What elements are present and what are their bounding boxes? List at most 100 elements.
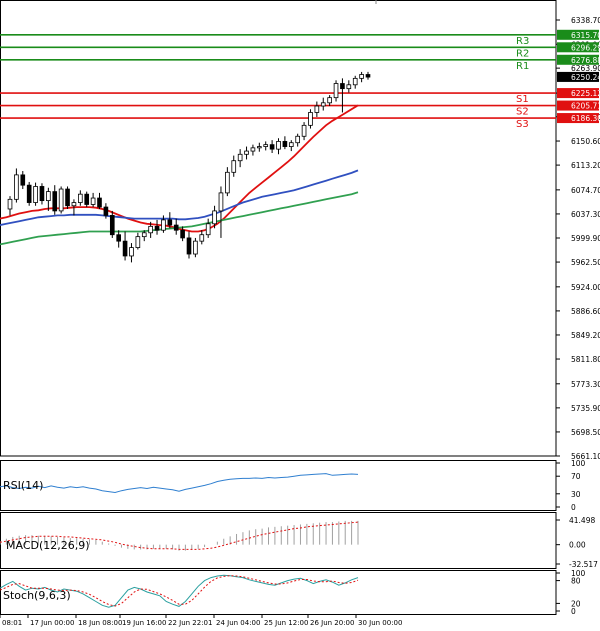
candle-bullish bbox=[212, 210, 217, 225]
price-axis-label: 6338.70 bbox=[571, 16, 600, 25]
macd-pane-frame bbox=[0, 512, 557, 569]
level-price-tag-bg bbox=[557, 54, 599, 65]
rsi-axis-label: 70 bbox=[571, 472, 581, 481]
price-axis-label: 5698.50 bbox=[571, 428, 600, 437]
candle-bearish bbox=[109, 215, 115, 236]
candle-bullish bbox=[225, 171, 230, 194]
candle-bullish bbox=[250, 147, 256, 152]
candle-bearish bbox=[180, 229, 185, 239]
candle-bearish bbox=[97, 197, 102, 208]
macd-signal-line bbox=[0, 521, 359, 550]
candle-bullish bbox=[301, 124, 307, 137]
level-name-s2: S2 bbox=[516, 107, 529, 118]
time-axis-label: 18 Jun 08:00 bbox=[78, 619, 122, 627]
price-axis-label: 6150.60 bbox=[571, 137, 600, 146]
macd-label: MACD(12,26,9) bbox=[6, 539, 90, 552]
time-axis: 08:01 17 Jun 00:00 18 Jun 08:00 19 Jun 16:0… bbox=[0, 614, 402, 627]
level-price-tag-r3: 6315.70 bbox=[571, 31, 600, 40]
time-axis-label: 22 Jun 22:01 bbox=[168, 619, 212, 627]
price-axis-label: 5999.90 bbox=[571, 234, 600, 243]
macd-axis-label: 0.00 bbox=[569, 541, 586, 550]
candle-bearish bbox=[340, 83, 345, 90]
macd-axis-label: 41.498 bbox=[569, 516, 595, 525]
macd-pane[interactable]: 41.498 0.00 -32.517 MACD(12,26,9) bbox=[0, 512, 598, 570]
level-price-tag-bg bbox=[557, 113, 599, 124]
candle-bullish bbox=[288, 142, 294, 147]
time-axis-label: 17 Jun 00:00 bbox=[30, 619, 74, 627]
rsi-pane[interactable]: 100 70 30 0 RSI(14) bbox=[0, 459, 586, 512]
candle-bearish bbox=[116, 234, 121, 242]
candle-bearish bbox=[269, 144, 275, 150]
ma-line-ma-slow bbox=[0, 191, 359, 246]
candle-bullish bbox=[129, 247, 134, 257]
candle-bearish bbox=[365, 74, 371, 78]
candle-bullish bbox=[308, 112, 313, 126]
stoch-d-line bbox=[0, 575, 359, 607]
price-axis-label: 5661.10 bbox=[571, 452, 600, 461]
stoch-axis-label: 80 bbox=[571, 577, 581, 586]
price-axis-label: 5735.90 bbox=[571, 404, 600, 413]
level-price-tag-r2: 6296.29 bbox=[571, 43, 600, 52]
candle-bearish bbox=[173, 224, 179, 231]
stoch-pane-frame bbox=[0, 570, 557, 615]
candle-bullish bbox=[205, 223, 211, 236]
candle-bullish bbox=[148, 225, 153, 234]
candle-bullish bbox=[359, 74, 364, 79]
candle-bearish bbox=[167, 219, 173, 226]
candle-bearish bbox=[20, 174, 26, 186]
price-axis-label: 6263.90 bbox=[571, 64, 600, 73]
candle-bullish bbox=[90, 197, 96, 205]
main-pane-frame bbox=[0, 0, 557, 457]
candle-bearish bbox=[103, 206, 109, 216]
rsi-axis-label: 30 bbox=[571, 490, 581, 499]
candle-bearish bbox=[65, 188, 70, 207]
time-axis-label: 19 Jun 16:00 bbox=[122, 619, 166, 627]
stoch-label: Stoch(9,6,3) bbox=[3, 589, 71, 602]
candle-bullish bbox=[14, 174, 19, 200]
candle-bullish bbox=[199, 234, 205, 242]
level-name-r2: R2 bbox=[516, 48, 529, 59]
stoch-k-line bbox=[0, 574, 359, 608]
level-price-tag-bg bbox=[557, 29, 599, 40]
rsi-label: RSI(14) bbox=[3, 479, 43, 492]
candle-bullish bbox=[58, 188, 64, 212]
time-axis-label: 24 Jun 04:00 bbox=[216, 619, 260, 627]
candle-bullish bbox=[333, 83, 339, 99]
price-axis-label: 5849.20 bbox=[571, 331, 600, 340]
stoch-axis-label: 100 bbox=[571, 569, 586, 578]
main-price-pane[interactable]: 6338.706301.006263.906225.126188.306150.… bbox=[0, 0, 600, 461]
candle-bullish bbox=[7, 198, 13, 210]
current-price-tag: 6250.24 bbox=[571, 73, 600, 82]
candle-bearish bbox=[282, 141, 288, 147]
candle-bullish bbox=[161, 219, 166, 231]
candle-bullish bbox=[263, 144, 269, 147]
time-axis-label: 30 Jun 00:00 bbox=[358, 619, 402, 627]
candle-bullish bbox=[33, 186, 38, 203]
candle-bullish bbox=[327, 97, 332, 104]
ma-line-ma-mid bbox=[0, 169, 359, 226]
level-name-s3: S3 bbox=[516, 119, 529, 130]
candle-bullish bbox=[346, 84, 352, 90]
level-name-s1: S1 bbox=[516, 94, 529, 105]
candle-bullish bbox=[71, 202, 77, 207]
candle-bearish bbox=[154, 225, 160, 231]
candle-bullish bbox=[257, 146, 262, 149]
time-axis-label: 08:01 bbox=[2, 619, 22, 627]
time-axis-label: 26 Jun 20:00 bbox=[310, 619, 354, 627]
price-axis-label: 5962.50 bbox=[571, 258, 600, 267]
price-axis-label: 5924.00 bbox=[571, 283, 600, 292]
level-price-tag-r1: 6276.88 bbox=[571, 56, 600, 65]
candle-bearish bbox=[26, 184, 32, 203]
rsi-axis-label: 100 bbox=[571, 459, 586, 468]
candle-bullish bbox=[135, 236, 141, 248]
level-name-r3: R3 bbox=[516, 36, 529, 47]
stoch-axis-label: 20 bbox=[571, 599, 581, 608]
level-name-r1: R1 bbox=[516, 61, 529, 72]
candle-bearish bbox=[52, 191, 58, 212]
candle-bullish bbox=[78, 193, 83, 203]
price-axis-label: 6113.20 bbox=[571, 161, 600, 170]
rsi-axis-label: 0 bbox=[571, 503, 576, 512]
candle-bearish bbox=[122, 240, 128, 257]
candle-bullish bbox=[276, 141, 281, 150]
